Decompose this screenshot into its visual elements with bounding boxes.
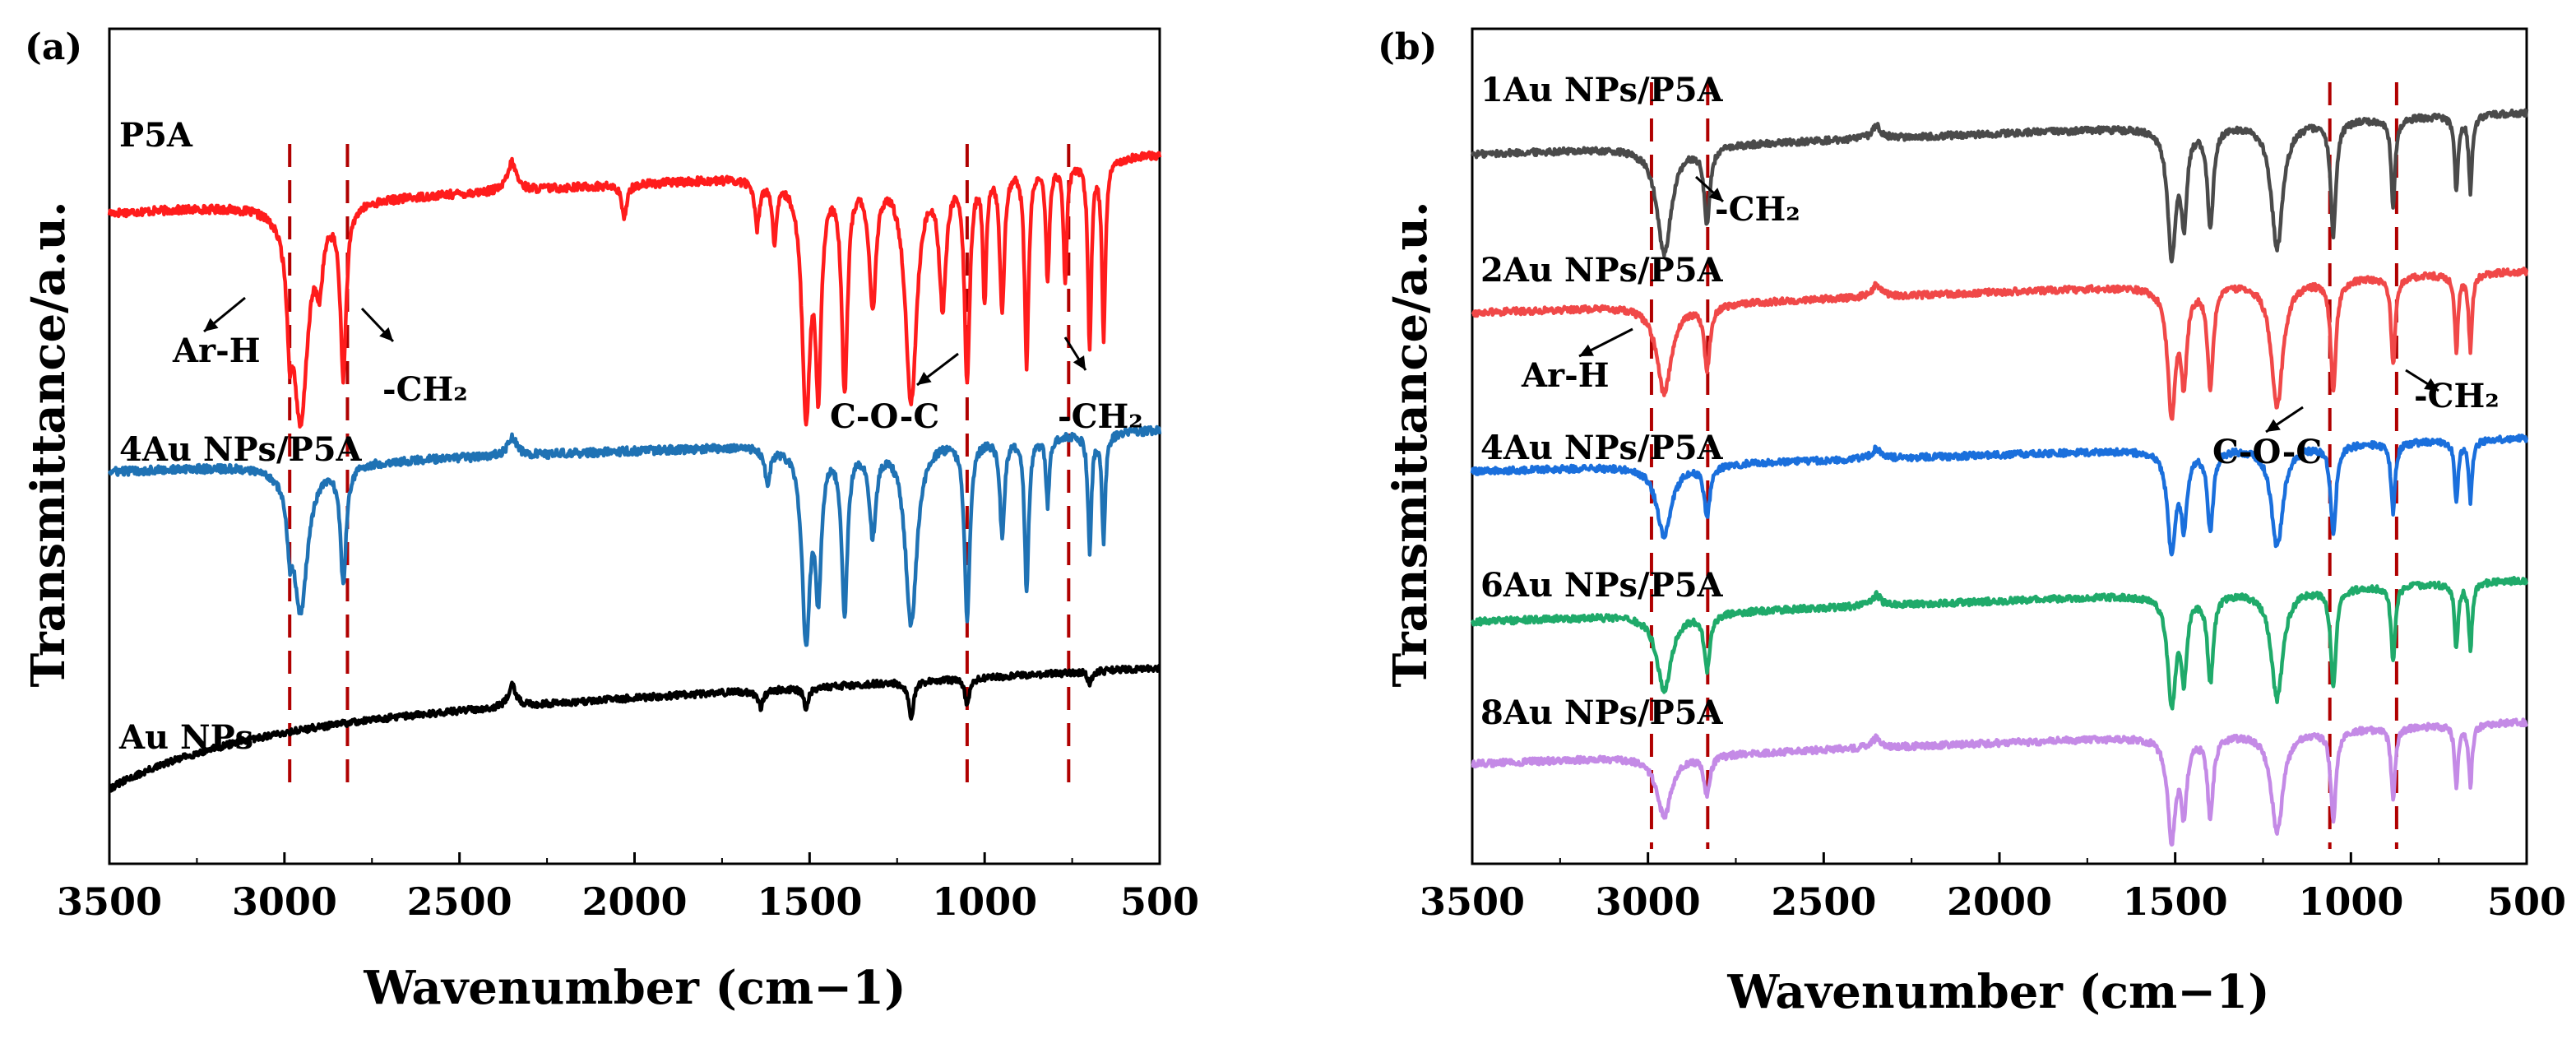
- series-label: Au NPs: [118, 718, 253, 757]
- annotation-arrowhead: [379, 327, 393, 341]
- x-tick-label: 1500: [757, 879, 862, 924]
- annotation-arrowhead: [917, 371, 932, 385]
- x-tick-label: 2500: [407, 879, 512, 924]
- panel-b: 3500 3000 2500 2000 1500 1000 500 1Au NPs/P5A 2A…: [1378, 26, 2566, 1019]
- annotation-label: -CH₂: [382, 370, 468, 409]
- annotation-arrowhead: [2266, 419, 2281, 432]
- annotation-label: C-O-C: [2212, 433, 2322, 471]
- annotation-arrowhead: [1708, 188, 1723, 202]
- x-tick-label: 3000: [1596, 879, 1701, 924]
- series-label: 2Au NPs/P5A: [1480, 251, 1724, 290]
- series-line-8au-nps-p5a: [1471, 717, 2528, 847]
- series-line-1au-nps-p5a: [1470, 108, 2529, 264]
- series-label: P5A: [119, 116, 193, 155]
- annotation-label: -CH₂: [2414, 377, 2500, 415]
- annotation-arrowhead: [1073, 355, 1086, 370]
- x-tick-label: 1000: [2298, 879, 2403, 924]
- series-line-2au-nps-p5a: [1471, 267, 2529, 421]
- panel-label: (a): [25, 26, 82, 68]
- x-tick-label: 3000: [232, 879, 337, 924]
- annotation-label: -CH₂: [1715, 190, 1800, 229]
- annotation-label: Ar-H: [172, 332, 261, 370]
- series-label: 4Au NPs/P5A: [1480, 429, 1724, 467]
- series-label: 1Au NPs/P5A: [1480, 71, 1724, 109]
- x-tick-label: 3500: [1420, 879, 1525, 924]
- x-axis-title: Wavenumber (cm−1): [1726, 965, 2269, 1019]
- x-tick-label: 2000: [581, 879, 687, 924]
- series-label: 8Au NPs/P5A: [1480, 693, 1724, 732]
- y-axis-title: Transmittance/a.u.: [21, 201, 76, 687]
- annotation-arrowhead: [204, 318, 219, 332]
- panel-a: 3500 3000 2500 2000 1500 1000 500 P5A 4Au NPs/P5…: [21, 26, 1199, 1015]
- annotation-arrowhead: [2424, 378, 2439, 391]
- series-line-4au-nps-p5a: [107, 424, 1162, 647]
- series-line-4au-nps-p5a: [1470, 434, 2529, 557]
- annotation-arrowhead: [1579, 344, 1594, 356]
- series-label: 6Au NPs/P5A: [1480, 566, 1724, 605]
- annotation-label: C-O-C: [830, 397, 939, 436]
- series-line-p5a: [107, 150, 1162, 429]
- x-tick-label: 1000: [932, 879, 1037, 924]
- series-line-au-nps: [108, 663, 1161, 793]
- x-axis-title: Wavenumber (cm−1): [363, 961, 906, 1015]
- series-label: 4Au NPs/P5A: [119, 430, 363, 469]
- x-tick-label: 500: [1120, 879, 1199, 924]
- series-line-6au-nps-p5a: [1470, 575, 2529, 711]
- x-tick-label: 500: [2487, 879, 2566, 924]
- annotation-label: -CH₂: [1058, 397, 1143, 436]
- x-tick-label: 1500: [2123, 879, 2228, 924]
- panel-label: (b): [1378, 26, 1437, 68]
- x-tick-label: 2000: [1947, 879, 2052, 924]
- x-tick-label: 2500: [1771, 879, 1876, 924]
- annotation-label: Ar-H: [1521, 356, 1610, 395]
- y-axis-title: Transmittance/a.u.: [1383, 201, 1438, 687]
- x-tick-label: 3500: [57, 879, 162, 924]
